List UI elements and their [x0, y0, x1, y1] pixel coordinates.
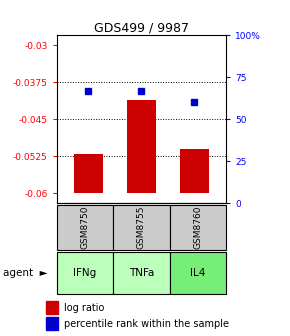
Bar: [74, 154, 103, 194]
Text: agent  ►: agent ►: [3, 268, 48, 278]
Bar: [170, 252, 226, 294]
Bar: [180, 149, 209, 194]
Text: IFNg: IFNg: [73, 268, 97, 278]
Bar: [57, 205, 113, 250]
Text: TNFa: TNFa: [129, 268, 154, 278]
Text: IL4: IL4: [190, 268, 206, 278]
Bar: [57, 252, 113, 294]
Bar: [46, 317, 58, 330]
Text: log ratio: log ratio: [64, 303, 104, 313]
Bar: [127, 99, 156, 194]
Text: GSM8750: GSM8750: [80, 206, 89, 249]
Text: percentile rank within the sample: percentile rank within the sample: [64, 319, 229, 329]
Title: GDS499 / 9987: GDS499 / 9987: [94, 21, 189, 34]
Bar: [170, 205, 226, 250]
Text: GSM8755: GSM8755: [137, 206, 146, 249]
Bar: [46, 301, 58, 314]
Bar: [113, 205, 170, 250]
Text: GSM8760: GSM8760: [193, 206, 202, 249]
Bar: [113, 252, 170, 294]
